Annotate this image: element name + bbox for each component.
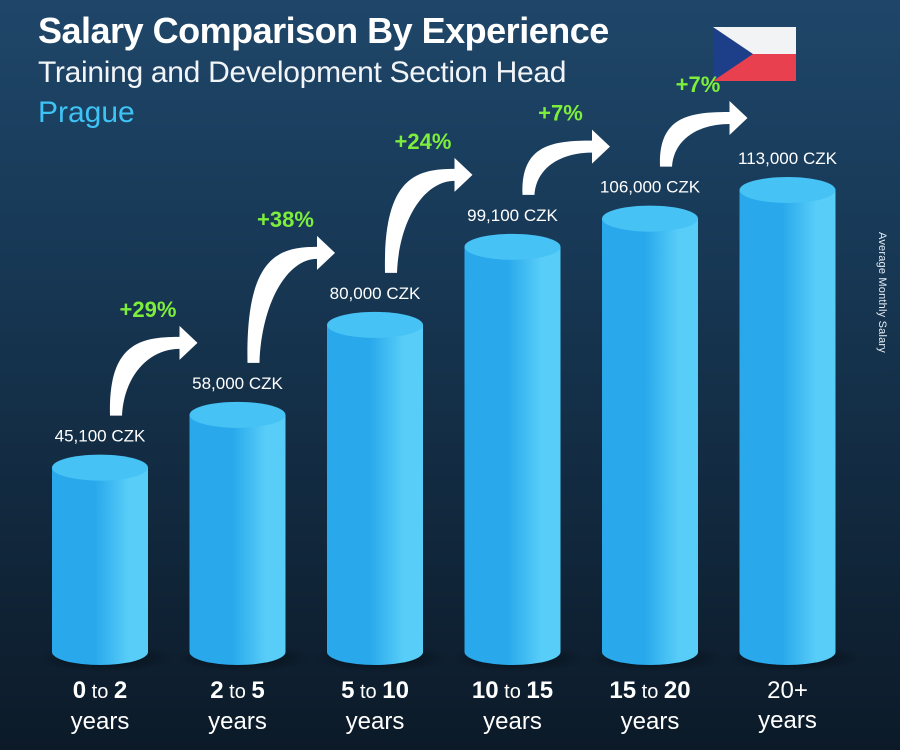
bar: [602, 218, 698, 665]
x-tick-label: 20+ years: [758, 677, 817, 734]
increase-label: +38%: [257, 207, 314, 232]
value-label: 58,000 CZK: [192, 374, 283, 393]
curved-arrow-icon: [522, 129, 610, 195]
increase-label: +7%: [538, 101, 583, 126]
bar: [52, 467, 148, 665]
increase-label: +7%: [676, 72, 721, 97]
x-tick-label: 5 to 10 years: [341, 677, 409, 735]
chart-title: Salary Comparison By Experience: [38, 10, 609, 51]
x-tick-label: 10 to 15 years: [471, 677, 554, 735]
value-label: 106,000 CZK: [600, 178, 701, 197]
bar-top: [602, 205, 698, 232]
bar: [327, 324, 423, 665]
value-label: 45,100 CZK: [55, 427, 146, 446]
chart-subtitle: Training and Development Section Head: [38, 56, 567, 89]
bar-top: [327, 311, 423, 338]
bar-top: [189, 401, 286, 428]
value-label: 80,000 CZK: [330, 284, 421, 303]
x-tick-label: 2 to 5 years: [208, 677, 267, 735]
value-label: 99,100 CZK: [467, 206, 558, 225]
curved-arrow-icon: [659, 101, 748, 167]
bar: [739, 190, 836, 665]
x-tick-label: 0 to 2 years: [70, 677, 130, 735]
city-label: Prague: [38, 96, 135, 129]
increase-label: +24%: [395, 129, 452, 154]
x-tick-label: 15 to 20 years: [609, 677, 691, 735]
curved-arrow-icon: [384, 157, 473, 273]
value-label: 113,000 CZK: [738, 149, 838, 168]
bar-top: [464, 233, 561, 260]
curved-arrow-icon: [247, 235, 335, 363]
bar-top: [739, 177, 836, 203]
curved-arrow-icon: [109, 325, 198, 416]
czech-flag-icon: [713, 27, 796, 81]
y-axis-label: Average Monthly Salary: [876, 232, 888, 353]
bar-top: [52, 454, 148, 481]
increase-label: +29%: [120, 297, 177, 322]
bar: [464, 246, 561, 666]
bar: [189, 414, 286, 665]
